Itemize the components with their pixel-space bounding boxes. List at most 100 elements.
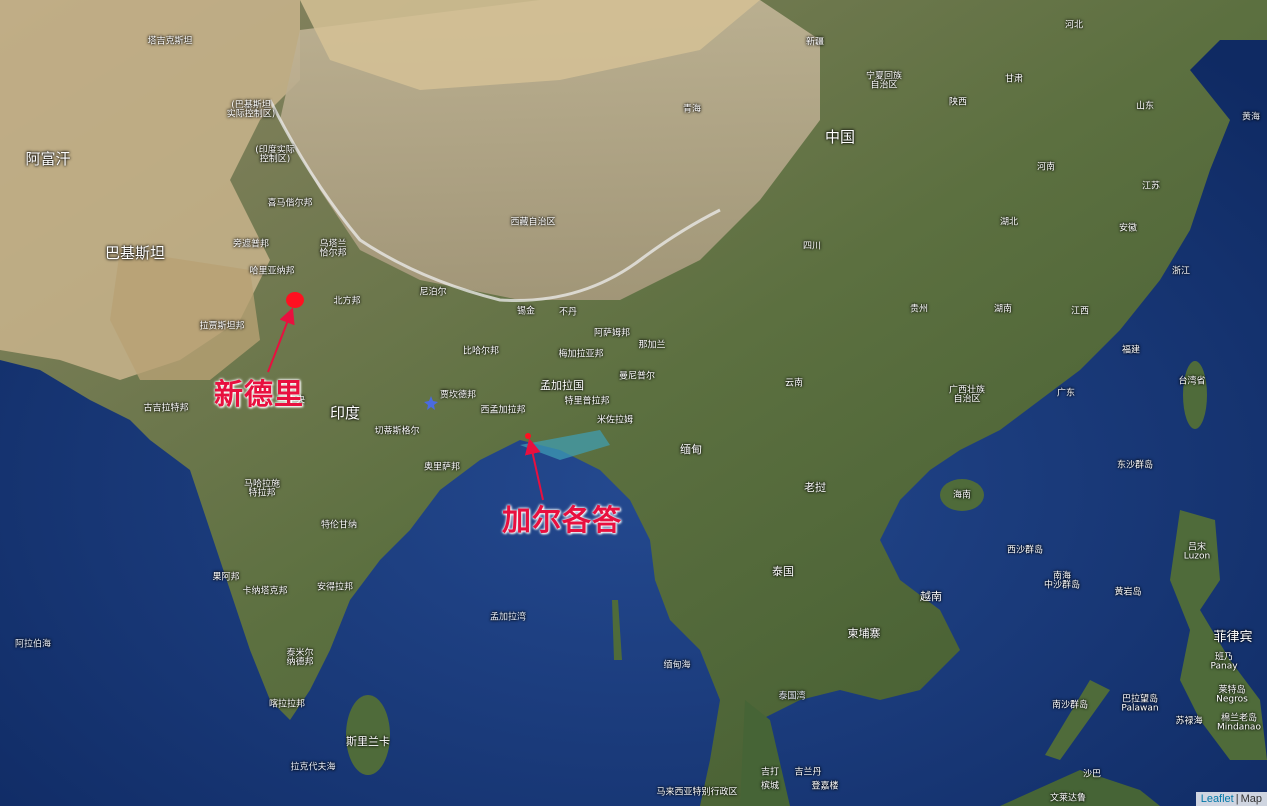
label-malaysia-1: 吉打 [760, 767, 780, 778]
label-bihar: 比哈尔邦 [462, 346, 500, 357]
label-panay: 班乃 Panay [1210, 652, 1238, 672]
label-india: 印度 [329, 404, 361, 423]
label-chhattisgarh: 切蒂斯格尔 [374, 426, 420, 437]
label-manipur: 曼尼普尔 [618, 371, 656, 382]
label-pakistan: 巴基斯坦 [104, 244, 166, 263]
taiwan-island [1183, 361, 1207, 429]
label-huangyan: 黄岩岛 [1114, 587, 1142, 598]
label-nagaland: 那加兰 [638, 340, 666, 351]
label-goa: 果阿邦 [212, 572, 240, 583]
attribution-separator: | [1235, 793, 1239, 805]
label-malaysia-3: 槟城 [760, 781, 780, 792]
label-westbengal: 西孟加拉邦 [480, 405, 526, 416]
label-arabian-sea: 阿拉伯海 [14, 639, 52, 650]
label-bangladesh: 孟加拉国 [540, 379, 584, 393]
new-delhi-marker [286, 292, 304, 308]
label-himachal: 喜马偕尔邦 [267, 198, 313, 209]
label-mindanao: 棉兰老岛 Mindanao [1217, 713, 1261, 733]
label-tripura: 特里普拉邦 [564, 396, 610, 407]
philippines-islands [1170, 510, 1267, 760]
label-zhongsha: 南海 中沙群岛 [1043, 571, 1081, 591]
label-kerala: 喀拉拉邦 [268, 699, 306, 710]
label-luzon: 吕宋 Luzon [1183, 542, 1211, 562]
label-palawan: 巴拉望岛 Palawan [1121, 694, 1159, 714]
label-fujian: 福建 [1121, 345, 1141, 356]
label-meghalaya: 梅加拉亚邦 [558, 349, 604, 360]
label-xisha: 西沙群岛 [1006, 545, 1044, 556]
label-myanmar: 缅甸 [680, 443, 702, 457]
label-taiwan: 台湾省 [1178, 376, 1206, 387]
label-xinjiang: 新疆 [805, 37, 825, 48]
label-haryana: 哈里亚纳邦 [249, 266, 295, 277]
label-henan: 河南 [1036, 162, 1056, 173]
label-sikkim: 锡金 [516, 306, 536, 317]
label-ind-admin: (印度实际 控制区) [255, 145, 295, 165]
label-jiangsu: 江苏 [1141, 181, 1161, 192]
label-nansha: 南沙群岛 [1051, 700, 1089, 711]
label-gulf-of-thailand: 泰国湾 [778, 691, 806, 702]
label-uttarakhand: 乌塔兰 恰尔邦 [319, 239, 347, 259]
label-qinghai: 青海 [682, 104, 702, 115]
label-maharashtra: 马哈拉施 特拉邦 [243, 479, 281, 499]
label-philippines: 菲律宾 [1213, 630, 1253, 646]
label-uttar: 北方邦 [333, 296, 361, 307]
label-zhejiang: 浙江 [1171, 266, 1191, 277]
himalaya-snow [268, 99, 721, 302]
location-star-icon [424, 396, 438, 410]
hainan-island [940, 479, 984, 511]
label-afghanistan: 阿富汗 [25, 150, 71, 169]
label-thailand: 泰国 [772, 565, 794, 579]
label-hunan: 湖南 [993, 304, 1013, 315]
label-guangdong: 广东 [1056, 388, 1076, 399]
label-yunnan: 云南 [784, 378, 804, 389]
sri-lanka-island [346, 695, 390, 775]
label-mizoram: 米佐拉姆 [596, 415, 634, 426]
label-hebei: 河北 [1064, 20, 1084, 31]
label-cambodia: 柬埔寨 [847, 627, 881, 641]
label-malaysia-4: 登嘉楼 [811, 781, 839, 792]
label-arunachal: 阿萨姆邦 [593, 328, 631, 339]
kolkata-arrow [524, 438, 544, 501]
label-negros: 莱特岛 Negros [1216, 685, 1248, 705]
label-anhui: 安徽 [1118, 223, 1138, 234]
malay-peninsula [740, 700, 790, 806]
label-malaysia-5: 马来西亚特别行政区 [656, 787, 738, 798]
label-shaanxi: 陕西 [948, 97, 968, 108]
label-sichuan: 四川 [802, 241, 822, 252]
label-odisha: 奥里萨邦 [423, 462, 461, 473]
label-sulu: 苏禄海 [1175, 716, 1203, 727]
thar-desert [110, 250, 260, 380]
annotation-new-delhi: 新德里 [213, 377, 305, 411]
label-gujarat: 古吉拉特邦 [143, 403, 189, 414]
label-andhra: 安得拉邦 [316, 582, 354, 593]
leaflet-link[interactable]: Leaflet [1200, 793, 1234, 805]
label-tajikistan: 塔吉克斯坦 [147, 36, 193, 47]
label-ningxia: 宁夏回族 自治区 [865, 71, 903, 91]
label-laos: 老挝 [804, 481, 826, 495]
label-yellow-sea: 黄海 [1241, 112, 1261, 123]
label-madhya: 中央 [286, 395, 306, 406]
label-tibet: 西藏自治区 [510, 217, 556, 228]
label-vietnam: 越南 [920, 590, 942, 604]
label-nepal: 尼泊尔 [419, 287, 447, 298]
kolkata-marker [525, 433, 531, 439]
label-rajasthan: 拉贾斯坦邦 [199, 321, 245, 332]
label-pak-admin: (巴基斯坦 实际控制区) [226, 100, 276, 120]
label-shandong: 山东 [1135, 101, 1155, 112]
label-sarawak: 文莱达鲁 [1049, 793, 1087, 804]
map-source-label: Map [1240, 793, 1262, 805]
label-hubei: 湖北 [999, 217, 1019, 228]
label-bhutan: 不丹 [558, 307, 578, 318]
label-gansu: 甘肃 [1004, 74, 1024, 85]
label-jharkhand: 贾坎德邦 [439, 390, 477, 401]
label-jiangxi: 江西 [1070, 306, 1090, 317]
label-sri-lanka: 斯里兰卡 [346, 735, 390, 749]
label-karnataka: 卡纳塔克邦 [242, 586, 288, 597]
label-hainan: 海南 [952, 490, 972, 501]
label-dongsha: 东沙群岛 [1116, 460, 1154, 471]
palawan-island [1045, 680, 1110, 760]
